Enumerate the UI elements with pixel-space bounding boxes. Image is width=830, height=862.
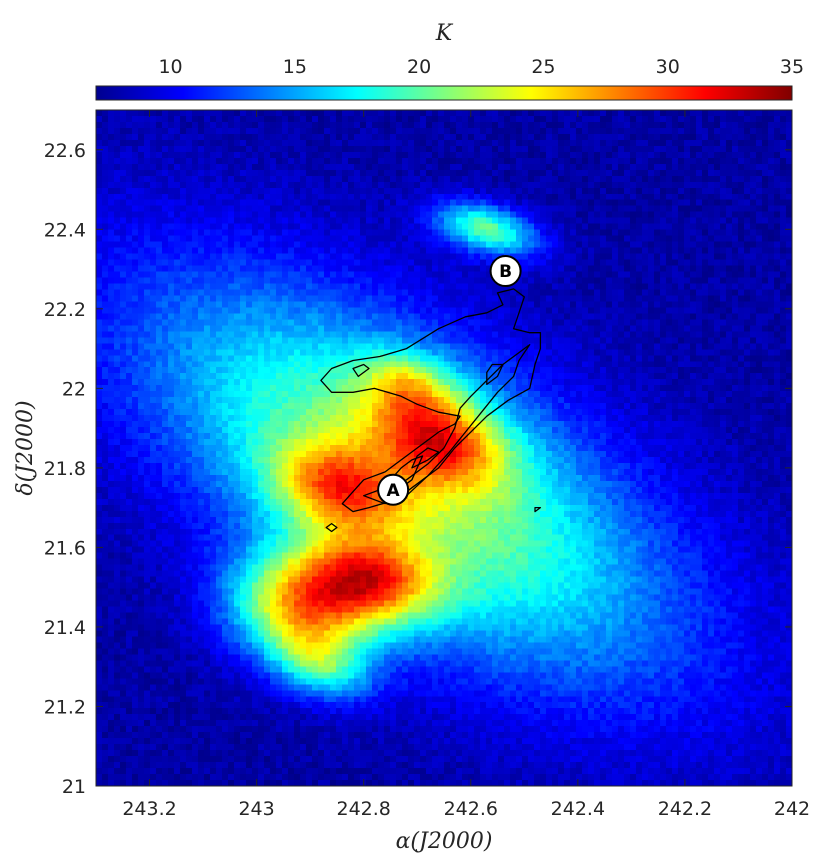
- contour-blob-small: [325, 522, 338, 533]
- contour-blob-east: [534, 506, 542, 513]
- x-axis-ticks: 243.2 243 242.8 242.6 242.4 242.2 242: [122, 110, 810, 820]
- source-markers: AB: [377, 255, 522, 506]
- x-tick-label: 243: [238, 798, 274, 820]
- y-tick-label: 21.2: [44, 696, 86, 718]
- x-tick-label: 243.2: [122, 798, 176, 820]
- x-tick-label: 242: [774, 798, 810, 820]
- colorbar-label: K: [435, 21, 454, 46]
- colorbar: [95, 85, 793, 101]
- colorbar-tick-label: 35: [780, 56, 804, 78]
- colorbar-tick-label: 25: [531, 56, 555, 78]
- y-tick-label: 22.6: [44, 140, 86, 162]
- y-tick-label: 21.8: [44, 458, 86, 480]
- y-tick-label: 21: [62, 776, 86, 798]
- x-tick-label: 242.8: [336, 798, 390, 820]
- marker-a: [377, 473, 410, 506]
- x-axis-label: α(J2000): [396, 829, 493, 854]
- contour-middle: [363, 343, 531, 505]
- colorbar-tick-label: 15: [283, 56, 307, 78]
- x-tick-label: 242.6: [444, 798, 498, 820]
- y-tick-label: 21.4: [44, 617, 86, 639]
- plot-frame: [95, 109, 793, 787]
- x-tick-label: 242.4: [551, 798, 605, 820]
- y-tick-label: 21.6: [44, 537, 86, 559]
- y-tick-label: 22.4: [44, 219, 86, 241]
- contour-blob-west: [352, 363, 370, 378]
- marker-label-b: B: [499, 262, 512, 282]
- colorbar-tick-label: 20: [407, 56, 431, 78]
- contour-inner3: [486, 363, 504, 386]
- y-tick-label: 22.2: [44, 299, 86, 321]
- colorbar-tick-label: 10: [158, 56, 182, 78]
- x-tick-label: 242.2: [658, 798, 712, 820]
- marker-b: [489, 255, 522, 288]
- y-tick-label: 22: [62, 378, 86, 400]
- marker-label-a: A: [387, 481, 401, 501]
- contour-inner2: [411, 447, 440, 469]
- y-axis-label: δ(J2000): [13, 400, 38, 495]
- y-axis-ticks: 21 21.2 21.4 21.6 21.8 22 22.2 22.4 22.6: [44, 140, 792, 798]
- colorbar-tick-label: 30: [656, 56, 680, 78]
